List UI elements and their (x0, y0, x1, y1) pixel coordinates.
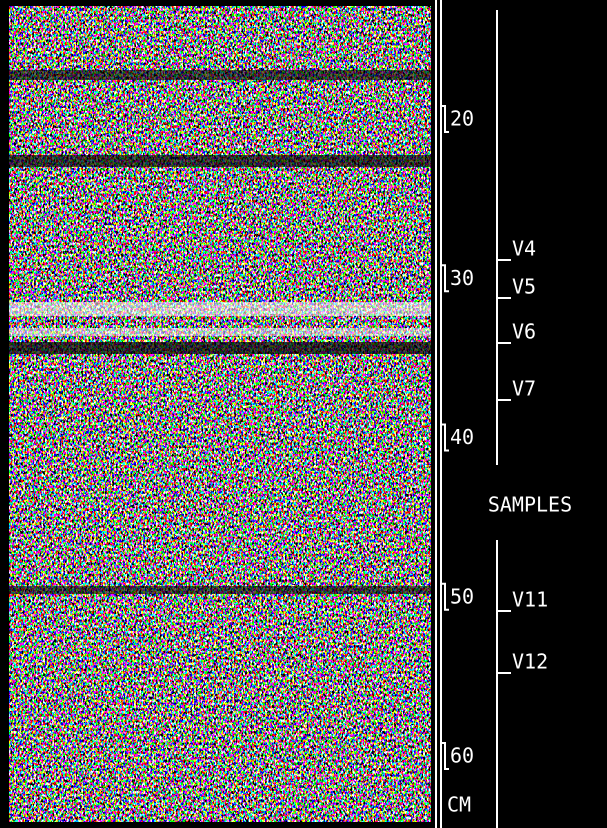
sample-label: V5 (512, 275, 536, 299)
dark-band (8, 586, 432, 594)
samples-title: SAMPLES (488, 493, 572, 517)
depth-label: 40 (450, 425, 474, 449)
depth-label: 50 (450, 584, 474, 608)
light-band (8, 302, 432, 316)
depth-label: 20 (450, 107, 474, 131)
core-image (7, 4, 433, 824)
depth-label: 30 (450, 266, 474, 290)
light-band (8, 328, 432, 336)
sample-label: V7 (512, 377, 536, 401)
sample-label: V11 (512, 588, 548, 612)
sample-label: V12 (512, 650, 548, 674)
depth-tick (441, 264, 449, 293)
depth-tick (441, 582, 449, 611)
sample-label: V4 (512, 237, 536, 261)
dark-band (8, 342, 432, 354)
dark-band (8, 70, 432, 80)
depth-label: 60 (450, 744, 474, 768)
depth-tick (441, 423, 449, 452)
depth-tick (441, 742, 449, 770)
depth-tick (441, 105, 449, 133)
core-border (7, 4, 433, 824)
sample-label: V6 (512, 320, 536, 344)
dark-band (8, 155, 432, 167)
depth-unit: CM (447, 793, 471, 817)
core-texture (8, 5, 432, 823)
